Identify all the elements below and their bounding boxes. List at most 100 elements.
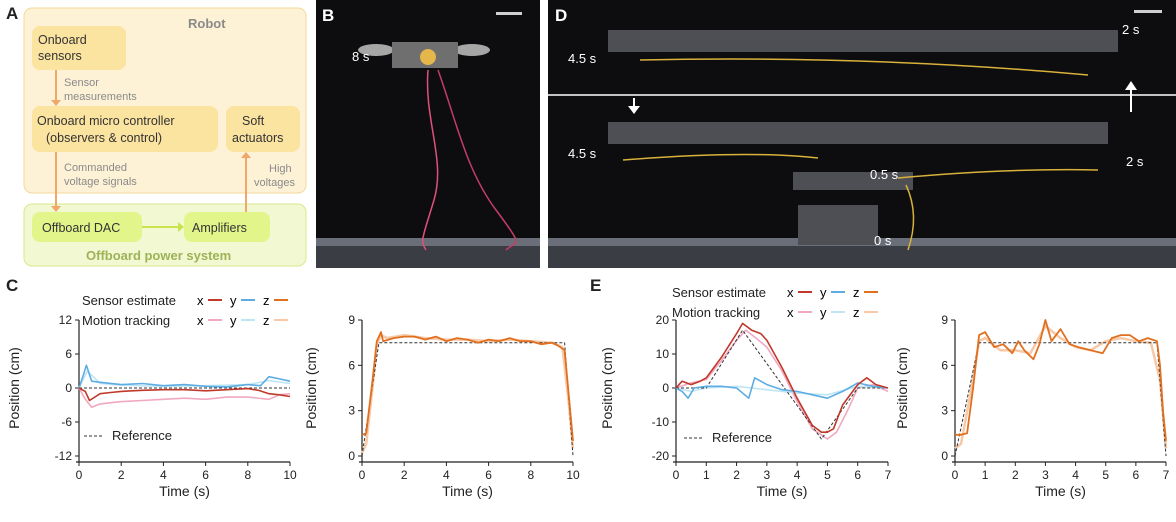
legend-y: y [230,313,237,328]
chart-c-z: 9 6 3 00 2 4 6 8 10 Time (s) Position (cm) [303,313,580,499]
x-tick-label: 6 [202,468,209,482]
arrowhead-icon [51,206,61,212]
system-diagram: Robot Onboard sensors Sensor measurement… [23,7,307,267]
time-label: 0.5 s [870,167,899,182]
onboard-sensors-box [32,26,126,70]
legend-sensor-label: Sensor estimate [672,285,766,300]
legend-e: Sensor estimate Motion tracking x y z x … [672,285,878,320]
y-tick-label: 0 [65,381,72,395]
trajectory-arrow [622,153,819,161]
x-axis-label: Time (s) [159,483,210,499]
time-label: 4.5 s [568,146,597,161]
series-line-x-motion-tracking [78,387,291,409]
x-tick-label: 6 [1133,468,1140,482]
x-tick-label: 2 [1012,468,1019,482]
series-line-Reference [361,342,574,457]
onboard-sensors-line1: Onboard [38,33,87,47]
robot-trail-takeoff [798,205,878,245]
panel-label-e: E [590,276,602,295]
x-tick-label: 0 [359,468,366,482]
x-tick-label: 0 [76,468,83,482]
series-line-x-motion-tracking [675,329,889,440]
panel-label-b: B [322,6,335,25]
power-system-label: Offboard power system [86,248,231,263]
series-line-z-motion-tracking [360,333,575,454]
time-label: 2 s [1126,154,1144,169]
y-axis-label: Position (cm) [894,347,910,429]
x-tick-label: 3 [764,468,771,482]
y-tick-label: 0 [662,381,669,395]
y-tick-label: 3 [348,404,355,418]
y-tick-label: -12 [55,449,73,463]
wing-icon [358,44,394,56]
x-tick-label: 1 [703,468,710,482]
high-voltages-line2: voltages [254,177,295,189]
legend-z: z [263,313,270,328]
legend-z: z [263,293,270,308]
photo-b: 8 s [316,0,540,268]
series-line-y-sensor-estimate [78,364,291,389]
y-tick-label: -10 [652,415,670,429]
floor [548,244,1176,268]
robot-payload [420,49,436,65]
x-tick-label: 4 [443,468,450,482]
y-tick-label: 20 [656,313,670,327]
commanded-line2: voltage signals [64,176,137,188]
x-tick-label: 7 [1163,468,1170,482]
y-tick-label: 6 [941,358,948,372]
legend-c: Sensor estimate Motion tracking x y z x … [82,293,288,328]
legend-x: x [197,293,204,308]
y-tick-label: 0 [348,449,355,463]
floor-edge [316,238,540,246]
time-label: 8 s [352,49,370,64]
series-line-x-sensor-estimate [78,387,291,402]
chart-e-z: 9 6 3 00 1 2 3 4 5 6 7 Time (s) Position (cm) [894,313,1170,499]
controller-line2: (observers & control) [46,131,162,145]
x-tick-label: 4 [794,468,801,482]
y-tick-label: 10 [656,347,670,361]
trajectory-arrow [905,184,915,251]
high-voltages-line1: High [269,163,292,175]
x-tick-label: 7 [885,468,892,482]
x-tick-label: 0 [952,468,959,482]
x-tick-label: 4 [1072,468,1079,482]
legend-mt-label: Motion tracking [672,305,760,320]
x-tick-label: 2 [401,468,408,482]
x-tick-label: 10 [566,468,580,482]
sensor-measurements-line2: measurements [64,91,137,103]
legend-x: x [787,305,794,320]
panel-label-a: A [6,4,19,23]
series-line-Reference [676,329,888,440]
y-tick-label: -6 [61,415,72,429]
robot-trail-lower [793,172,913,190]
arrowhead-icon [241,152,251,158]
series-line-x-sensor-estimate [675,322,889,433]
trajectory-arrow [897,168,1099,179]
y-axis-label: Position (cm) [599,347,615,429]
legend-reference-label: Reference [112,428,172,443]
offboard-dac-label: Offboard DAC [42,221,120,235]
photo-b-illustration: 8 s [316,12,540,268]
offboard-dac-box [32,212,142,242]
sensor-measurements-line1: Sensor [64,77,99,89]
x-tick-label: 8 [244,468,251,482]
photo-d: 4.5 s 2 s 4.5 s 2 s 0.5 s 0 s [548,0,1176,268]
legend-sensor-label: Sensor estimate [82,293,176,308]
onboard-sensors-line2: sensors [38,49,82,63]
legend-z: z [853,305,860,320]
trajectory-arrow [639,58,1089,76]
wing-icon [454,44,490,56]
legend-x: x [197,313,204,328]
series-line-z-sensor-estimate [361,331,574,441]
photo-d-illustration: 4.5 s 2 s 4.5 s 2 s 0.5 s 0 s [548,10,1176,268]
y-tick-label: -20 [652,449,670,463]
scale-bar [496,12,522,15]
amplifiers-box [184,212,270,242]
y-tick-label: 12 [59,313,73,327]
x-axis-label: Time (s) [757,483,808,499]
soft-actuators-line1: Soft [242,114,265,128]
legend-y: y [820,305,827,320]
legend-x: x [787,285,794,300]
